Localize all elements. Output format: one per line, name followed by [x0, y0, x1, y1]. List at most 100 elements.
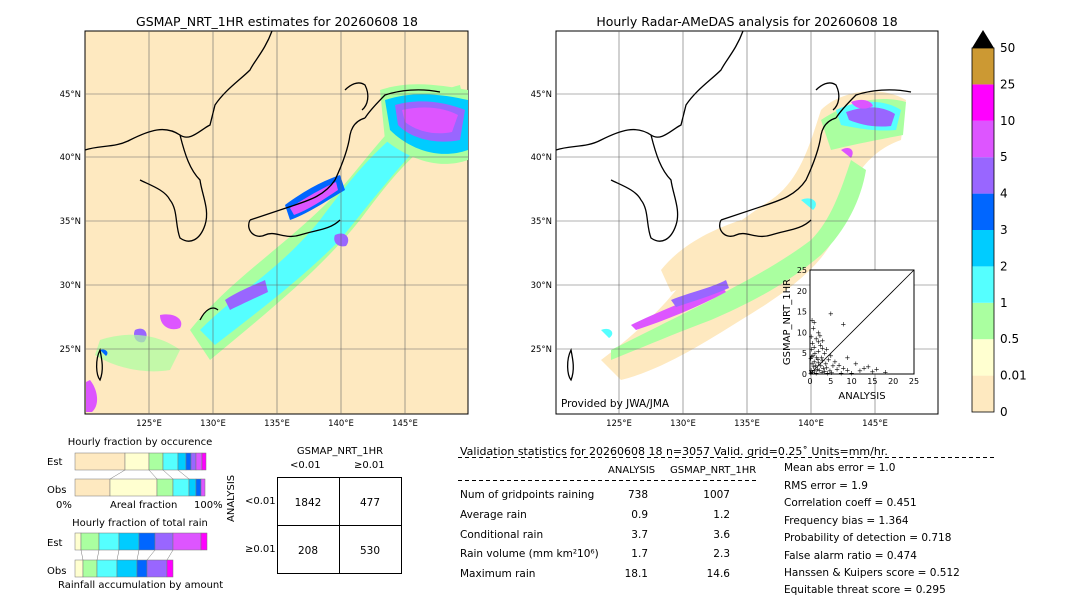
- left-lat-tick: 45°N: [60, 90, 81, 100]
- scatter-point: +: [815, 356, 821, 364]
- scatter-point: +: [820, 337, 826, 345]
- score-far: False alarm ratio = 0.474: [784, 550, 917, 562]
- scatter-point: +: [809, 360, 815, 368]
- occ-axis-0: 0%: [56, 500, 72, 511]
- scatter-ylabel: GSMAP_NRT_1HR: [782, 279, 793, 365]
- colorbar-label: 25: [1000, 77, 1015, 91]
- scatter-point: +: [819, 368, 825, 376]
- left-map-title: GSMAP_NRT_1HR estimates for 20260608 18: [136, 14, 418, 29]
- contingency-col-header: ≥0.01: [354, 460, 385, 471]
- occ-row-label: Est: [47, 457, 63, 468]
- tot-row-label: Est: [47, 538, 63, 549]
- right-coastline: [555, 30, 912, 382]
- scatter-point: +: [832, 358, 838, 366]
- occ-est-bar: [74, 452, 207, 471]
- score-hk: Hanssen & Kuipers score = 0.512: [784, 567, 960, 579]
- colorbar: 0 0.01 0.5 1 2 3 4 5 10 25 50: [971, 30, 1027, 419]
- scatter-point: +: [828, 352, 834, 360]
- scatter-point: +: [824, 364, 830, 372]
- stat-gsmap: 3.6: [713, 529, 730, 541]
- right-lon-tick: 140°E: [798, 419, 824, 429]
- right-lat-tick: 45°N: [531, 90, 552, 100]
- scatter-point: +: [815, 366, 821, 374]
- scatter-point: +: [828, 310, 834, 318]
- scatter-x-tick: 20: [888, 377, 898, 386]
- scatter-y-tick: 5: [802, 349, 807, 358]
- scatter-point: +: [857, 367, 863, 375]
- scatter-point: +: [874, 366, 880, 374]
- scatter-point: +: [809, 353, 815, 361]
- colorbar-segment: [972, 120, 994, 158]
- scatter-y-tick: 20: [797, 287, 807, 296]
- scatter-y-tick: 15: [797, 308, 807, 317]
- scatter-point: +: [869, 368, 875, 376]
- scatter-point: +: [820, 365, 826, 373]
- colorbar-label: 1: [1000, 296, 1008, 310]
- col-gsmap: GSMAP_NRT_1HR: [670, 465, 757, 476]
- contingency-grid: 1842 477 208 530: [277, 477, 402, 574]
- stat-analysis: 1.7: [631, 548, 648, 560]
- scatter-point: +: [861, 364, 867, 372]
- stat-label: Rain volume (mm km²10⁶): [460, 548, 599, 560]
- scatter-point: +: [830, 362, 836, 370]
- colorbar-label: 0: [1000, 405, 1008, 419]
- validation-divider: [458, 457, 996, 458]
- colorbar-label: 0.5: [1000, 332, 1019, 346]
- contingency-title: GSMAP_NRT_1HR: [296, 446, 384, 457]
- scatter-point: +: [829, 369, 835, 377]
- validation-header: Validation statistics for 20260608 18 n=…: [460, 445, 888, 458]
- scatter-point: +: [815, 329, 821, 337]
- colorbar-label: 50: [1000, 41, 1015, 55]
- colorbar-segment: [972, 48, 994, 85]
- left-lat-tick: 35°N: [60, 217, 81, 227]
- score-mae: Mean abs error = 1.0: [784, 462, 896, 474]
- scatter-point: +: [809, 346, 815, 354]
- total-rain-title: Hourly fraction of total rain: [72, 518, 208, 529]
- stat-label: Num of gridpoints raining: [460, 489, 595, 501]
- scatter-point: +: [820, 357, 826, 365]
- occurrence-title: Hourly fraction by occurence: [67, 437, 213, 448]
- total-rain-caption: Rainfall accumulation by amount: [58, 580, 224, 591]
- stat-label: Conditional rain: [460, 529, 544, 541]
- scatter-point: +: [808, 333, 814, 341]
- scatter-point: +: [820, 344, 826, 352]
- scatter-point: +: [810, 339, 816, 347]
- scatter-point: +: [811, 343, 817, 351]
- scatter-inset: +++++ + ++ ++ ++ + +++ ++++ ++ ++++ + ++ + ++ + +++ ++ + +…: [782, 266, 919, 402]
- scatter-x-tick: 10: [847, 377, 857, 386]
- left-lon-tick: 135°E: [264, 419, 290, 429]
- scatter-point: +: [836, 361, 842, 369]
- occ-obs-bar: [74, 478, 206, 497]
- colorbar-segment: [972, 302, 994, 340]
- scatter-point: +: [822, 350, 828, 358]
- stat-analysis: 0.9: [631, 509, 648, 521]
- score-ets: Equitable threat score = 0.295: [784, 584, 946, 596]
- scatter-point: +: [811, 363, 817, 371]
- stat-label: Average rain: [460, 509, 527, 521]
- left-coastline: [84, 30, 441, 382]
- right-lon-tick: 135°E: [734, 419, 760, 429]
- right-lat-tick: 30°N: [531, 281, 552, 291]
- scatter-y-tick: 0: [802, 370, 807, 379]
- left-map-grid: [85, 31, 468, 414]
- stat-analysis: 3.7: [631, 529, 648, 541]
- contingency-cell: 530: [360, 545, 380, 557]
- stat-analysis: 738: [627, 489, 648, 501]
- provided-by-label: Provided by JWA/JMA: [561, 398, 670, 410]
- colorbar-segment: [972, 375, 994, 412]
- col-analysis: ANALYSIS: [608, 465, 656, 476]
- scatter-point: +: [827, 367, 833, 375]
- scatter-point: +: [825, 370, 831, 378]
- left-lon-tick: 140°E: [328, 419, 354, 429]
- scatter-xlabel: ANALYSIS: [838, 391, 885, 402]
- contingency-row-header: ≥0.01: [245, 544, 276, 555]
- stat-label: Maximum rain: [460, 568, 536, 580]
- scatter-point: +: [824, 346, 830, 354]
- scatter-point: +: [810, 352, 816, 360]
- colorbar-segment: [972, 157, 994, 194]
- scatter-point: +: [840, 364, 846, 372]
- scatter-y-tick: 10: [797, 328, 807, 337]
- scatter-point: +: [815, 338, 821, 346]
- scatter-point: +: [808, 366, 814, 374]
- scatter-x-tick: 15: [867, 377, 877, 386]
